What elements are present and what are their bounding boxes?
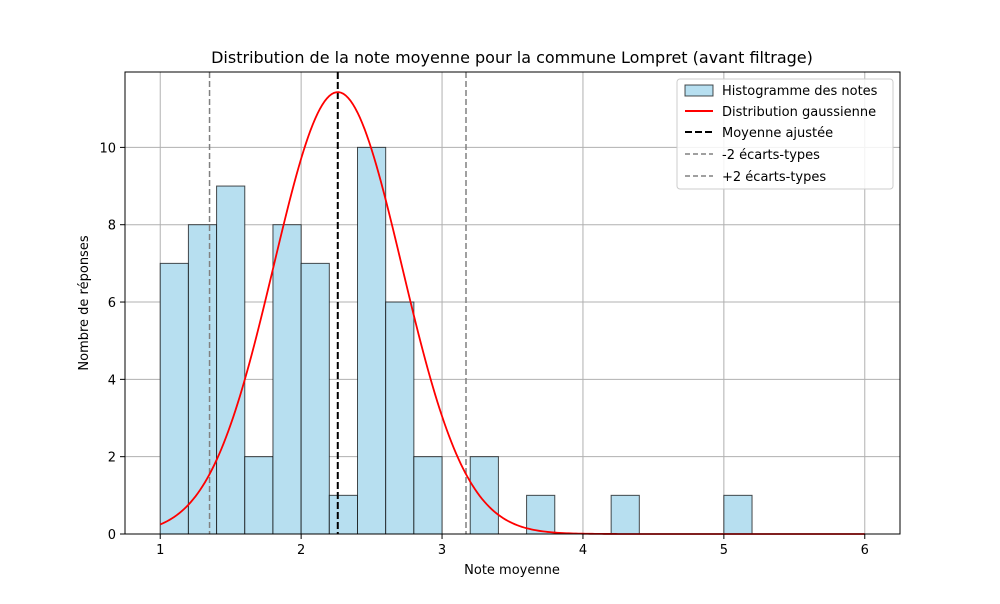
x-tick-label: 6 xyxy=(861,543,869,558)
legend-label-gaussian: Distribution gaussienne xyxy=(722,105,876,120)
histogram-bar xyxy=(385,301,415,535)
y-tick-label: 4 xyxy=(108,373,116,388)
histogram-bars xyxy=(159,146,753,535)
y-tick-label: 8 xyxy=(108,219,116,234)
histogram-bar xyxy=(328,494,358,535)
histogram-bar xyxy=(610,494,640,535)
x-tick-label: 5 xyxy=(720,543,728,558)
histogram-bar xyxy=(244,456,274,535)
y-tick-label: 10 xyxy=(99,141,116,156)
histogram-bar xyxy=(469,456,499,535)
legend: Histogramme des notes Distribution gauss… xyxy=(676,78,894,190)
y-tick-label: 2 xyxy=(108,451,116,466)
histogram-bar xyxy=(272,224,302,535)
y-tick-label: 6 xyxy=(108,296,116,311)
chart-title: Distribution de la note moyenne pour la … xyxy=(211,48,813,67)
histogram-bar xyxy=(723,494,753,535)
x-tick-label: 2 xyxy=(297,543,305,558)
x-axis-label: Note moyenne xyxy=(464,563,560,578)
histogram-bar xyxy=(300,262,330,535)
y-tick-label: 0 xyxy=(108,528,116,543)
legend-label-mean: Moyenne ajustée xyxy=(722,126,833,141)
x-tick-label: 1 xyxy=(156,543,164,558)
histogram-bar xyxy=(357,146,387,535)
x-tick-label: 3 xyxy=(438,543,446,558)
histogram-bar xyxy=(187,224,218,535)
y-axis-label: Nombre de réponses xyxy=(77,235,92,370)
plot-frame xyxy=(124,71,901,535)
legend-box xyxy=(676,78,894,190)
histogram-bar xyxy=(216,185,246,535)
reference-lines xyxy=(208,72,467,534)
legend-label-histogram: Histogramme des notes xyxy=(722,84,878,99)
histogram-bar xyxy=(159,262,189,535)
legend-swatch-histogram xyxy=(684,84,714,97)
histogram-bar xyxy=(526,494,556,535)
legend-label-plus-2sd: +2 écarts-types xyxy=(722,170,826,185)
legend-label-minus-2sd: -2 écarts-types xyxy=(722,148,820,163)
histogram-bar xyxy=(413,456,443,535)
x-tick-label: 4 xyxy=(579,543,587,558)
axis-ticks: 1 2 3 4 5 6 0 2 4 6 8 10 xyxy=(99,141,868,558)
